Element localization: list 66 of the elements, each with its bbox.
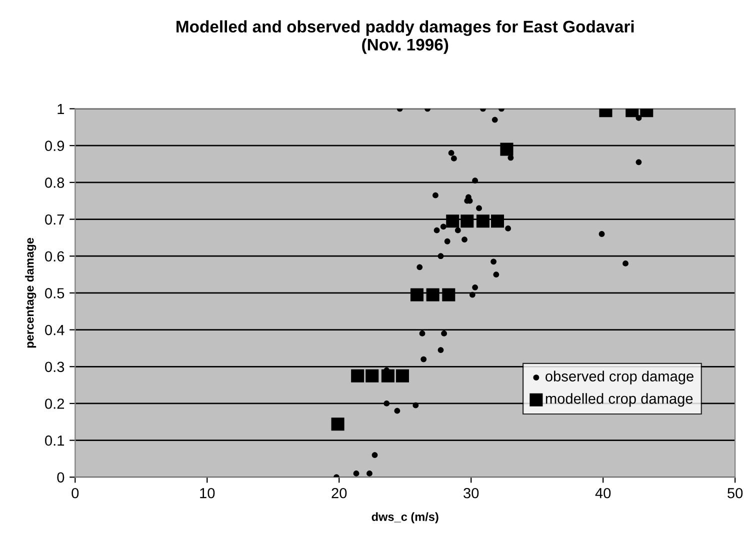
point <box>384 400 390 406</box>
point <box>636 115 642 121</box>
point <box>500 142 514 156</box>
point <box>394 408 400 414</box>
point <box>446 214 460 228</box>
point <box>490 258 496 265</box>
x-tick-label: 20 <box>332 488 347 498</box>
point <box>438 253 444 260</box>
point <box>416 264 423 270</box>
chart-title: Modelled and observed paddy damages for East Godavari (Nov. 1996) <box>176 20 634 54</box>
point <box>505 226 512 232</box>
point <box>442 288 456 302</box>
point <box>441 330 447 336</box>
point <box>396 369 409 382</box>
point <box>419 330 426 336</box>
point <box>490 214 504 228</box>
point <box>412 402 419 408</box>
y-tick-label: 0.4 <box>45 324 64 336</box>
point <box>366 470 372 476</box>
legend-label: modelled crop damage <box>546 393 693 407</box>
point <box>493 272 500 278</box>
point <box>331 418 344 431</box>
point <box>450 156 457 162</box>
point <box>476 214 490 228</box>
point <box>420 356 427 362</box>
x-axis-title: dws_c (m/s) <box>372 512 438 524</box>
point <box>440 224 446 230</box>
y-tick-label: 0.2 <box>45 398 64 409</box>
point <box>472 284 478 290</box>
point <box>448 150 454 156</box>
point <box>462 236 468 242</box>
point <box>432 192 438 198</box>
point <box>476 205 482 212</box>
y-tick-label: 0.8 <box>45 178 64 188</box>
y-tick-label: 1 <box>58 104 64 114</box>
point <box>622 260 628 266</box>
point <box>469 292 476 298</box>
y-tick-label: 0.5 <box>45 288 64 298</box>
point <box>434 227 440 234</box>
point <box>460 214 474 228</box>
x-tick-label: 10 <box>200 488 215 498</box>
y-tick-label: 0.1 <box>45 435 64 446</box>
y-tick-label: 0.9 <box>45 140 64 152</box>
y-tick-label: 0.7 <box>45 214 64 225</box>
point <box>598 231 605 237</box>
point <box>353 470 360 476</box>
point <box>410 288 424 302</box>
y-tick-label: 0.3 <box>45 362 64 372</box>
point <box>636 159 642 166</box>
y-axis-title: percentage damage <box>25 238 36 348</box>
point <box>492 116 498 123</box>
point <box>372 452 378 458</box>
x-tick-label: 40 <box>595 488 611 498</box>
point <box>366 369 379 382</box>
point <box>351 369 364 382</box>
x-tick-label: 50 <box>728 488 743 498</box>
point <box>454 227 461 234</box>
point <box>444 238 450 244</box>
legend-label: observed crop damage <box>546 370 694 384</box>
x-tick-label: 30 <box>464 488 479 498</box>
x-tick-label: 0 <box>72 488 79 498</box>
y-tick-label: 0 <box>57 472 64 483</box>
point <box>472 178 478 184</box>
y-tick-label: 0.6 <box>45 251 64 262</box>
point <box>438 347 444 354</box>
point <box>426 288 440 302</box>
